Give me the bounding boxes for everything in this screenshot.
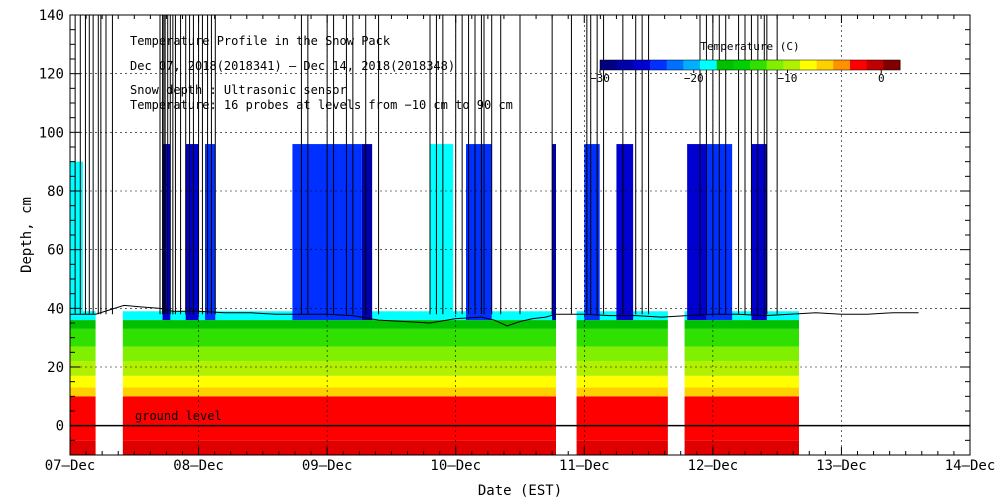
temperature-band-0-1 [70,396,96,441]
colorbar-swatch-17 [883,60,901,70]
y-tick-label-5: 100 [39,125,64,141]
data-gap-0 [95,15,123,455]
ground-level-label: ground level [135,409,222,423]
x-tick-label-4: 11–Dec [559,458,610,474]
plot-content [70,15,970,455]
colorbar-swatch-6 [700,60,718,70]
temperature-note: Temperature: 16 probes at levels from −1… [130,98,513,112]
x-tick-label-6: 13–Dec [816,458,867,474]
temperature-band-1-4 [122,361,922,376]
data-gap-1 [556,15,577,455]
y-tick-label-2: 40 [47,301,64,317]
x-tick-label-1: 08–Dec [173,458,224,474]
cold-column-9 [584,144,600,321]
chart-title: Temperature Profile in the Snow Pack [130,34,391,48]
colorbar-swatch-7 [716,60,734,70]
colorbar-swatch-5 [683,60,701,70]
colorbar-swatch-2 [633,60,651,70]
colorbar-swatch-11 [783,60,801,70]
temperature-band-1-1 [122,396,922,441]
y-tick-label-7: 140 [39,8,64,24]
axes: 07–Dec 08–Dec 09–Dec 10–Dec 11–Dec 12–Dec 13–D… [39,8,996,474]
temperature-band-0-5 [70,346,96,362]
temperature-band-1-6 [122,328,922,347]
colorbar-swatch-4 [666,60,684,70]
cold-column-10 [616,144,634,321]
colorbar-swatch-8 [733,60,751,70]
plot-area [70,15,970,455]
x-tick-label-5: 12–Dec [688,458,739,474]
colorbar-tick-label-3: 0 [878,72,885,85]
temperature-band-1-0 [122,440,922,455]
data-gap-2 [667,15,685,455]
colorbar-tick-label-2: −10 [778,72,798,85]
cold-column-3 [205,144,216,321]
cold-column-7 [466,144,492,321]
x-tick-label-2: 09–Dec [302,458,353,474]
y-tick-label-4: 80 [47,184,64,200]
temperature-band-0-7 [70,320,96,329]
x-axis-label: Date (EST) [478,483,562,499]
temperature-band-1-3 [122,375,922,388]
temperature-band-1-2 [122,387,922,397]
temperature-band-1-8 [122,311,922,321]
temperature-band-0-0 [70,440,96,455]
colorbar-swatch-3 [650,60,668,70]
temperature-band-1-7 [122,320,922,329]
no-data-region [799,15,970,455]
cold-column-13 [751,144,767,321]
cold-column-8 [552,144,559,321]
x-tick-label-7: 14–Dec [945,458,996,474]
temperature-band-1-5 [122,346,922,362]
colorbar-swatch-13 [816,60,834,70]
cold-column-11 [687,144,707,321]
colorbar-tick-label-0: −30 [590,72,610,85]
x-tick-label-3: 10–Dec [430,458,481,474]
colorbar-swatch-9 [750,60,768,70]
colorbar-swatch-15 [850,60,868,70]
date-range-text: Dec 07, 2018(2018341) – Dec 14, 2018(201… [130,59,455,73]
x-tick-label-0: 07–Dec [45,458,96,474]
colorbar-frame [599,59,901,71]
temperature-band-0-8 [70,311,96,321]
y-tick-label-3: 60 [47,243,64,259]
temperature-band-0-2 [70,387,96,397]
y-tick-label-1: 20 [47,360,64,376]
colorbar-swatch-10 [766,60,784,70]
cold-column-0 [70,161,83,321]
colorbar-title: Temperature (C) [700,40,799,53]
temperature-band-0-3 [70,375,96,388]
colorbar-swatch-16 [866,60,884,70]
cold-column-1 [162,144,171,321]
snow-depth-line [70,304,919,327]
temperature-band-0-4 [70,361,96,376]
y-axis-label: Depth, cm [19,197,35,273]
cold-column-6 [430,144,454,321]
colorbar-tick-label-1: −20 [684,72,704,85]
snow-depth-note: Snow depth : Ultrasonic sensor [130,83,347,97]
colorbar-swatch-12 [800,60,818,70]
colorbar-swatch-0 [600,60,618,70]
y-tick-label-6: 120 [39,67,64,83]
colorbar-swatch-14 [833,60,851,70]
colorbar-swatch-1 [616,60,634,70]
temperature-band-0-6 [70,328,96,347]
y-tick-label-0: 0 [56,419,64,435]
colorbar: Temperature (C) −30 −20 −10 0 [590,40,901,85]
grid [70,15,970,455]
cold-column-5 [361,144,373,321]
cold-column-2 [185,144,199,321]
